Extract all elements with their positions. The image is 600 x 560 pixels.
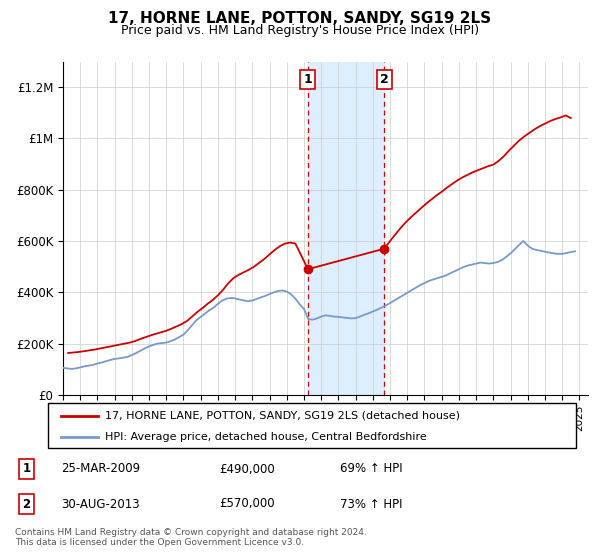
Text: 2: 2 [380,73,389,86]
Text: 69% ↑ HPI: 69% ↑ HPI [340,463,403,475]
Text: HPI: Average price, detached house, Central Bedfordshire: HPI: Average price, detached house, Cent… [105,432,427,442]
Text: 2: 2 [22,497,31,511]
Text: 30-AUG-2013: 30-AUG-2013 [61,497,140,511]
Text: 1: 1 [22,463,31,475]
Bar [308,62,384,395]
Text: 1: 1 [304,73,313,86]
Text: 17, HORNE LANE, POTTON, SANDY, SG19 2LS: 17, HORNE LANE, POTTON, SANDY, SG19 2LS [109,11,491,26]
Text: Contains HM Land Registry data © Crown copyright and database right 2024.
This d: Contains HM Land Registry data © Crown c… [15,528,367,547]
Text: 73% ↑ HPI: 73% ↑ HPI [340,497,403,511]
Text: 17, HORNE LANE, POTTON, SANDY, SG19 2LS (detached house): 17, HORNE LANE, POTTON, SANDY, SG19 2LS … [105,410,460,421]
Text: Price paid vs. HM Land Registry's House Price Index (HPI): Price paid vs. HM Land Registry's House … [121,24,479,36]
Text: £490,000: £490,000 [220,463,275,475]
Text: 25-MAR-2009: 25-MAR-2009 [61,463,140,475]
Text: £570,000: £570,000 [220,497,275,511]
